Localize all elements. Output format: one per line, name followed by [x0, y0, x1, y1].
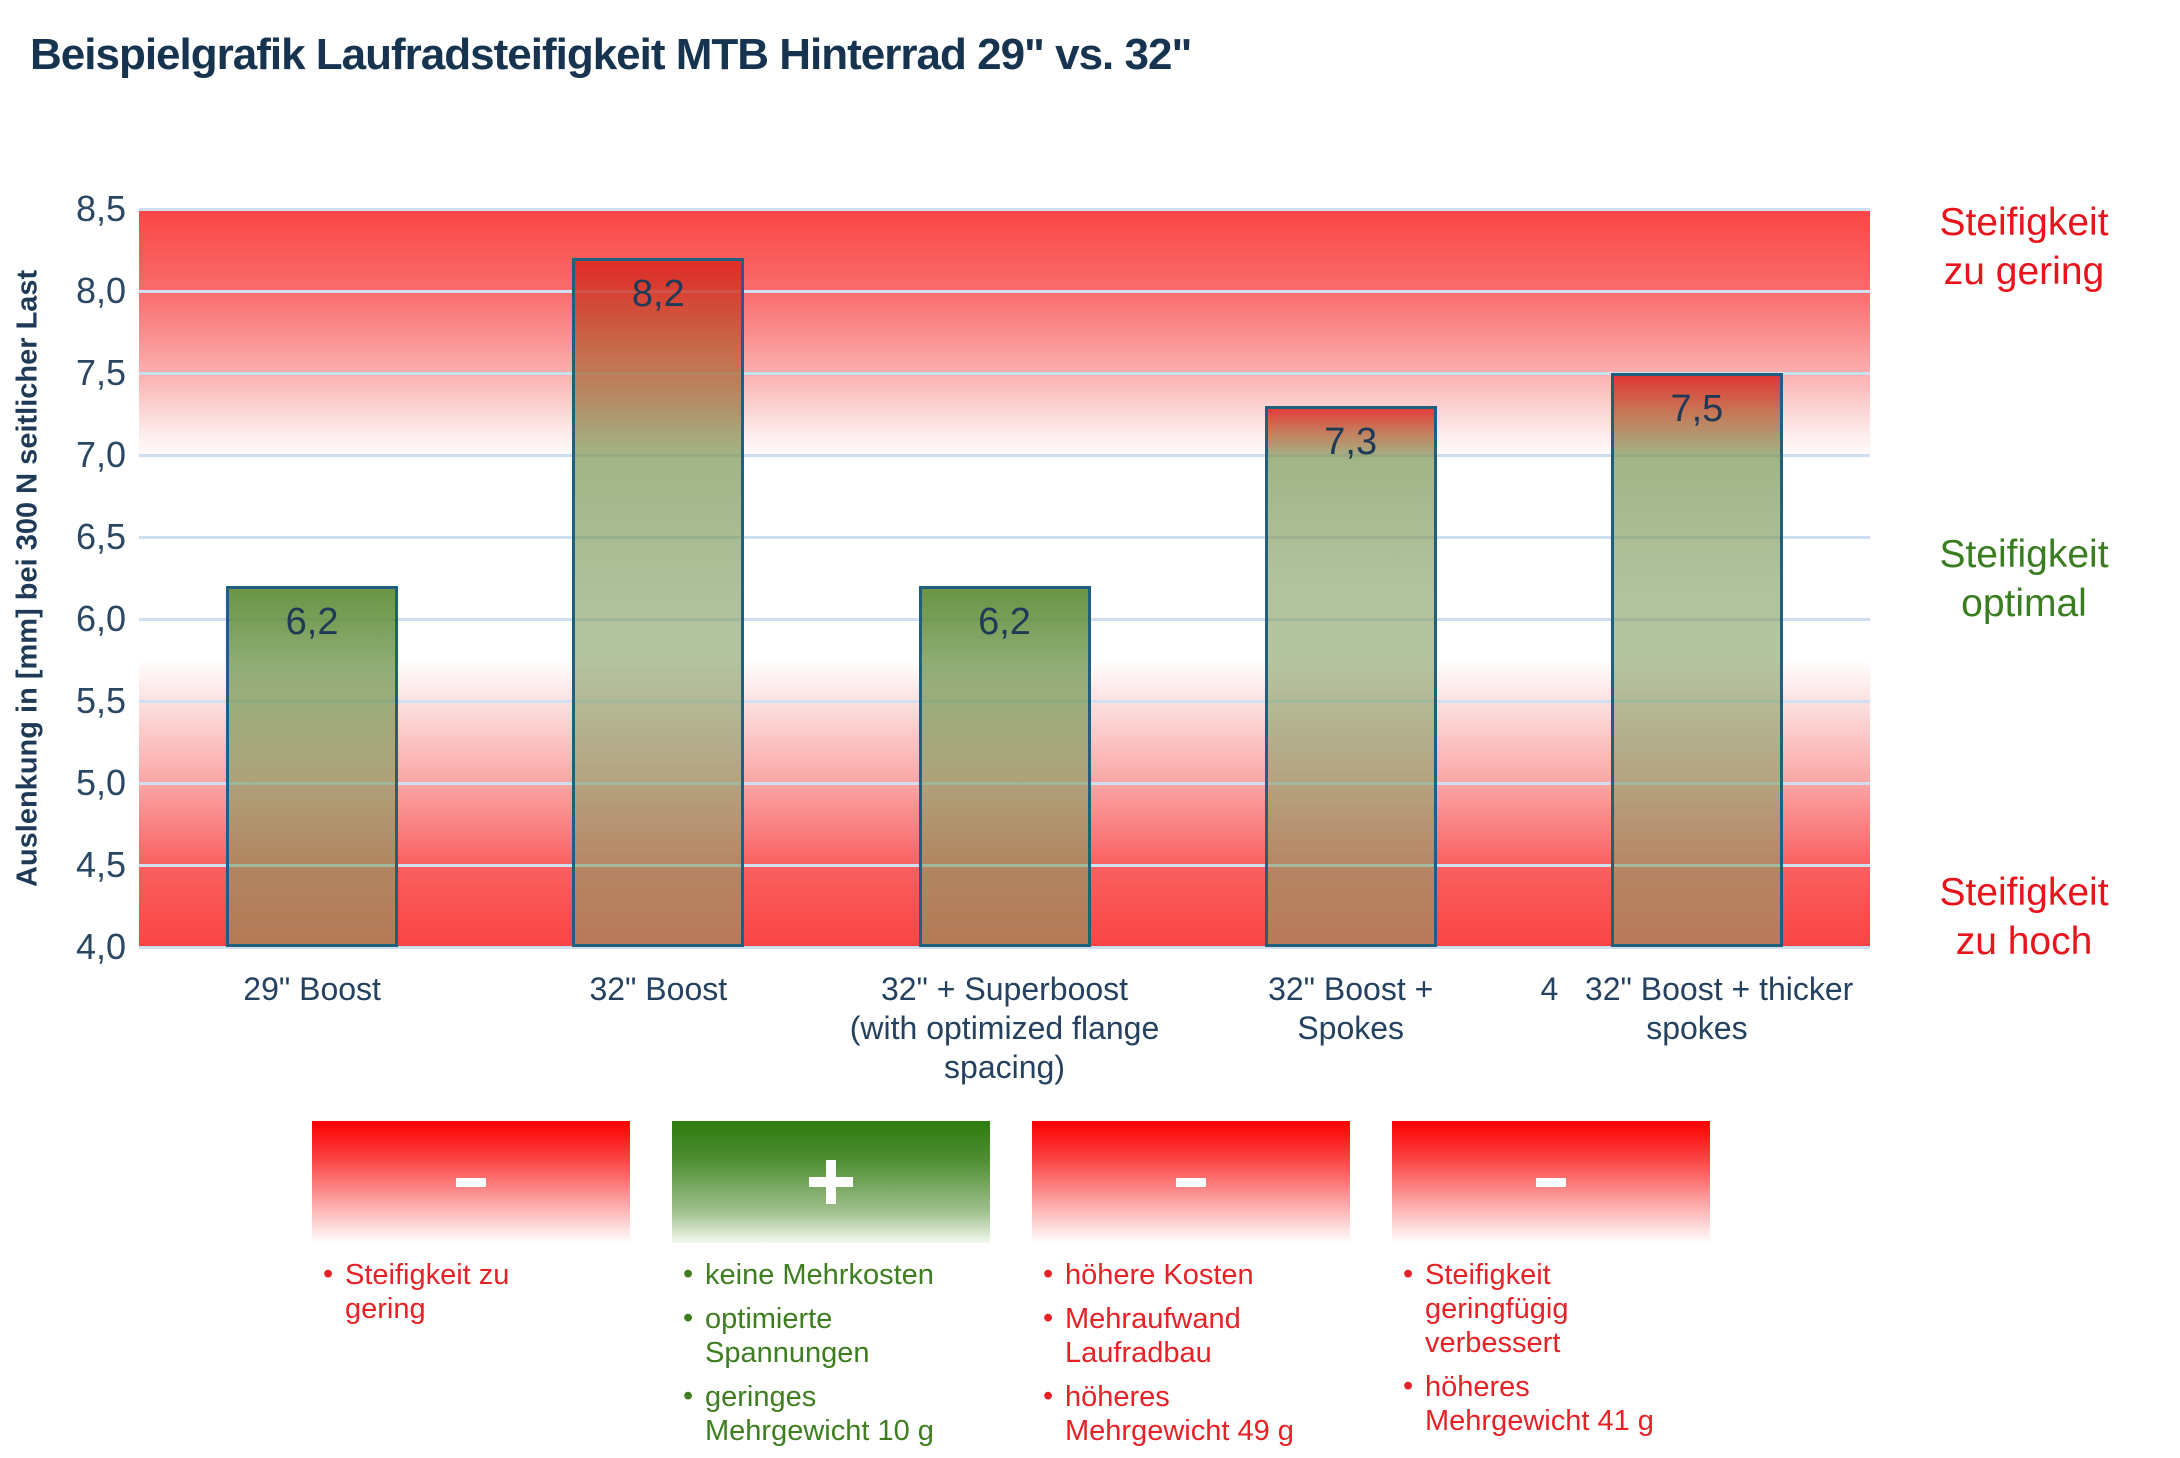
- bar-value-label: 7,5: [1670, 388, 1724, 430]
- y-tick-label: 5,5: [75, 679, 126, 721]
- bullet-text: keine Mehrkosten: [705, 1259, 934, 1291]
- bullet-text: Mehraufwand Laufradbau: [1065, 1303, 1241, 1369]
- y-tick-label: 8,5: [75, 188, 126, 229]
- gridline: [139, 371, 1870, 375]
- zone-label-line: Steifigkeit: [1939, 871, 2109, 914]
- legend-box: [1032, 1121, 1350, 1243]
- minus-icon: [1392, 1121, 1710, 1243]
- bullet-item: • Mehraufwand Laufradbau: [1040, 1302, 1308, 1370]
- x-category-label: 29" Boost: [122, 970, 502, 1009]
- zone-label-line: optimal: [1961, 582, 2087, 625]
- gridline: [139, 453, 1870, 457]
- zone-label-line: Steifigkeit: [1939, 201, 2109, 244]
- bar-value-label: 6,2: [285, 601, 339, 644]
- plus-glyph: [809, 1160, 853, 1204]
- bullet-text: Steifigkeit zu gering: [345, 1259, 510, 1325]
- bullet-list: • keine Mehrkosten • optimierte Spannungen •…: [680, 1258, 948, 1458]
- y-tick-label: 5,0: [75, 762, 126, 803]
- bullet-text: geringes Mehrgewicht 10 g: [705, 1381, 934, 1447]
- y-tick-label: 6,0: [75, 598, 126, 639]
- plus-icon: [672, 1121, 990, 1243]
- bullet-text: Steifigkeit geringfügig verbessert: [1425, 1259, 1569, 1359]
- minus-icon: [312, 1121, 630, 1243]
- x-category-label-line: spacing): [944, 1049, 1065, 1085]
- bullet-list: • Steifigkeit zu gering: [320, 1258, 588, 1336]
- bullet-dot: •: [1043, 1258, 1054, 1290]
- bullet-list: • Steifigkeit geringfügig verbessert • höhe…: [1400, 1258, 1668, 1448]
- x-axis-labels: 29" Boost 32" Boost 32" + Superboost (with …: [139, 970, 1870, 1110]
- minus-glyph: [456, 1177, 486, 1187]
- y-tick-label: 7,0: [75, 433, 126, 475]
- bullet-dot: •: [1403, 1370, 1414, 1402]
- x-category-label-line: (with optimized flange: [849, 1010, 1160, 1046]
- legend-box: [312, 1121, 630, 1243]
- bullet-text: höheres Mehrgewicht 49 g: [1065, 1381, 1294, 1447]
- y-tick-label: 8,0: [75, 269, 126, 311]
- x-category-label-line: 4 32" Boost + thicker: [1540, 971, 1854, 1007]
- x-category-label-line: Spokes: [1297, 1010, 1405, 1046]
- bar-value-label: 6,2: [978, 601, 1031, 644]
- bullet-text: höhere Kosten: [1065, 1259, 1254, 1291]
- bullet-dot: •: [1043, 1302, 1054, 1334]
- plus-vertical-bar: [826, 1160, 836, 1204]
- x-category-label: 32" Boost: [468, 970, 848, 1009]
- legend-box: [672, 1121, 990, 1243]
- minus-icon: [1032, 1121, 1350, 1243]
- bullet-dot: •: [683, 1258, 694, 1290]
- bullet-item: • Steifigkeit zu gering: [320, 1258, 588, 1326]
- bullet-dot: •: [1403, 1258, 1414, 1290]
- bullet-text: optimierte Spannungen: [705, 1303, 870, 1369]
- bar: 7,3: [1264, 405, 1437, 947]
- gridline: [139, 289, 1870, 293]
- bullet-text: höheres Mehrgewicht 41 g: [1425, 1371, 1654, 1437]
- zone-label-line: zu hoch: [1955, 920, 2093, 963]
- bullet-item: • höheres Mehrgewicht 41 g: [1400, 1370, 1668, 1438]
- legend-box: [1392, 1121, 1710, 1243]
- zone-label: Steifigkeit optimal: [1876, 530, 2172, 628]
- bullet-item: • höhere Kosten: [1040, 1258, 1308, 1292]
- bar: 7,5: [1610, 373, 1783, 947]
- bullet-item: • geringes Mehrgewicht 10 g: [680, 1380, 948, 1448]
- y-tick-label: 4,0: [75, 926, 126, 967]
- bar: 6,2: [226, 586, 399, 947]
- bar: 6,2: [918, 586, 1091, 947]
- bullet-dot: •: [683, 1302, 694, 1334]
- x-category-label-line: 29" Boost: [243, 971, 381, 1007]
- plot-area: 6,2 8,2 6,2 7,3 7,5: [139, 208, 1870, 949]
- gridline: [139, 946, 1870, 949]
- bar: 8,2: [572, 258, 745, 947]
- zone-label-line: Steifigkeit: [1939, 533, 2109, 576]
- bar-value-label: 8,2: [631, 273, 685, 316]
- bullet-item: • keine Mehrkosten: [680, 1258, 948, 1292]
- x-category-label-line: 32" Boost +: [1268, 971, 1434, 1007]
- x-category-label: 4 32" Boost + thicker spokes: [1507, 970, 1887, 1048]
- x-category-label-line: 32" Boost: [589, 971, 728, 1007]
- x-category-label-line: spokes: [1646, 1010, 1748, 1046]
- y-axis-ticks: 8,5 8,0 7,5 7,0 6,5 6,0 5,5 5,0 4,5 4,0: [0, 190, 126, 966]
- minus-glyph: [1176, 1177, 1206, 1187]
- x-category-label: 32" + Superboost (with optimized flange sp…: [815, 970, 1195, 1087]
- bullet-dot: •: [1043, 1380, 1054, 1412]
- y-tick-label: 6,5: [75, 515, 126, 557]
- bar-value-label: 7,3: [1324, 420, 1378, 463]
- x-category-label-line: 32" + Superboost: [880, 971, 1129, 1007]
- gridline: [139, 208, 1870, 211]
- zone-label-line: zu gering: [1943, 250, 2105, 293]
- page-title: Beispielgrafik Laufradsteifigkeit MTB Hi…: [30, 30, 1192, 79]
- gridline: [139, 535, 1870, 539]
- bullet-dot: •: [683, 1380, 694, 1412]
- x-category-label: 32" Boost + Spokes: [1161, 970, 1541, 1048]
- zone-label: Steifigkeit zu hoch: [1876, 868, 2172, 966]
- y-tick-label: 7,5: [75, 351, 126, 393]
- bullet-list: • höhere Kosten • Mehraufwand Laufradbau • hö…: [1040, 1258, 1308, 1458]
- zone-label: Steifigkeit zu gering: [1876, 198, 2172, 296]
- y-tick-label: 4,5: [75, 843, 126, 885]
- bullet-item: • optimierte Spannungen: [680, 1302, 948, 1370]
- bullet-item: • Steifigkeit geringfügig verbessert: [1400, 1258, 1668, 1360]
- bullet-item: • höheres Mehrgewicht 49 g: [1040, 1380, 1308, 1448]
- bullet-dot: •: [323, 1258, 334, 1290]
- minus-glyph: [1536, 1177, 1566, 1187]
